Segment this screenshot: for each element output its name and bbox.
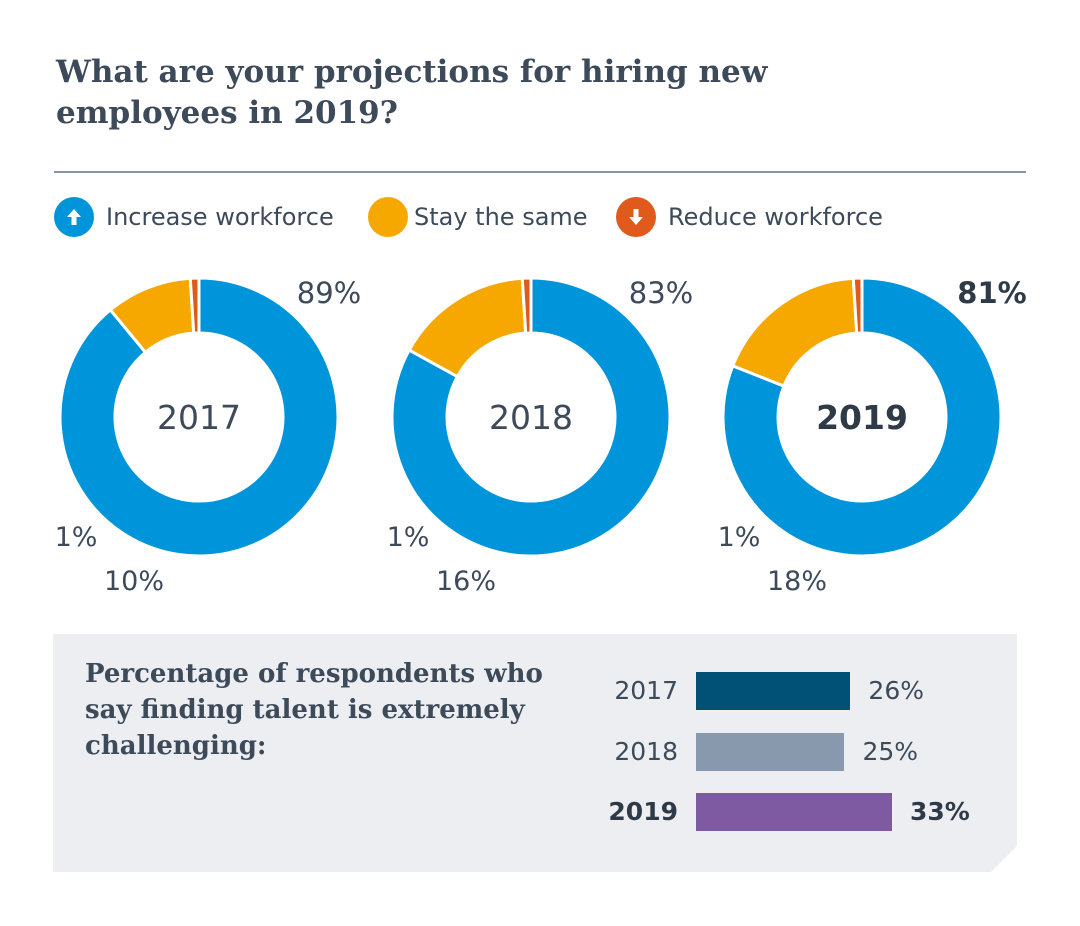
bar-value-2019: 33% [910, 797, 970, 826]
legend-item-increase: Increase workforce [54, 196, 334, 238]
donut-2019-slice-increase [721, 276, 1003, 558]
donut-2019-label-reduce: 1% [718, 522, 761, 553]
talent-panel-line-2: say finding talent is extremely [85, 695, 525, 725]
bar-value-2018: 25% [862, 737, 919, 766]
talent-panel-title: Percentage of respondents who say findin… [85, 656, 555, 764]
donut-2017-slice-reduce [188, 276, 201, 335]
donut-2018-slice-reduce [520, 276, 533, 335]
donut-2018-label-increase: 83% [629, 276, 693, 310]
bar-label-2018: 2018 [614, 737, 678, 766]
bar-label-2017: 2017 [614, 676, 678, 705]
chart-title-line-2: employees in 2019? [56, 95, 398, 131]
legend-label-reduce: Reduce workforce [668, 203, 883, 231]
bar-2017 [696, 672, 851, 710]
talent-panel-line-3: challenging: [85, 731, 267, 761]
donut-2017-label-increase: 89% [297, 276, 361, 310]
donut-2017-slice-increase [58, 276, 340, 558]
legend-label-increase: Increase workforce [106, 203, 334, 231]
donut-2019-slice-reduce [851, 276, 864, 335]
legend-item-reduce: Reduce workforce [616, 196, 883, 238]
donut-2018-label-same: 16% [436, 566, 496, 597]
circle-icon [368, 197, 408, 237]
donut-2018-label-reduce: 1% [387, 522, 430, 553]
legend-label-same: Stay the same [414, 203, 588, 231]
donut-2017-label-reduce: 1% [55, 522, 98, 553]
donut-2018-center-label: 2018 [489, 398, 573, 437]
bar-2018 [696, 733, 845, 771]
talent-panel: Percentage of respondents who say findin… [53, 634, 1017, 872]
arrow-up-icon [54, 197, 94, 237]
arrow-down-icon [616, 197, 656, 237]
bar-label-2019: 2019 [608, 797, 678, 826]
title-divider [54, 171, 1026, 173]
chart-title-line-1: What are your projections for hiring new [56, 54, 768, 90]
donut-2019-label-increase: 81% [957, 276, 1026, 310]
donut-2019-slice-same [730, 276, 859, 389]
donut-2017-label-same: 10% [104, 566, 164, 597]
talent-panel-line-1: Percentage of respondents who [85, 659, 543, 689]
bar-2019 [696, 793, 892, 831]
donut-2019-center-label: 2019 [816, 398, 908, 437]
donut-2018-slice-increase [390, 276, 672, 558]
legend-item-same: Stay the same [368, 196, 588, 238]
donut-2019-label-same: 18% [767, 566, 827, 597]
donut-2017-center-label: 2017 [157, 398, 241, 437]
chart-title: What are your projections for hiring new… [56, 52, 816, 134]
panel-corner-fold [991, 846, 1017, 872]
bar-value-2017: 26% [868, 676, 924, 705]
